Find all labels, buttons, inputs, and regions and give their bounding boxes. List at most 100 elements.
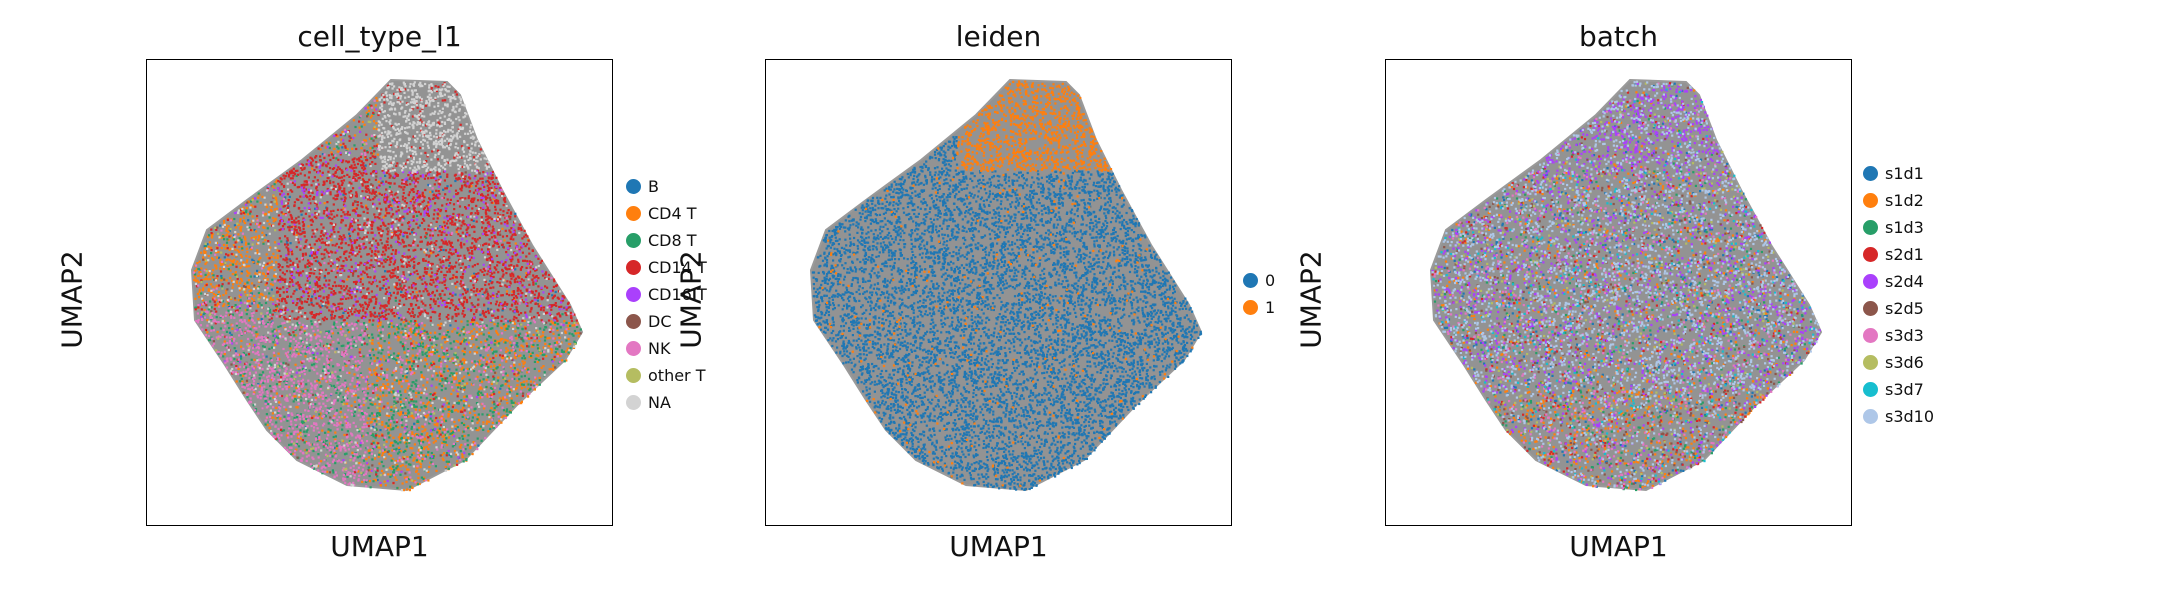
scatter-point xyxy=(264,295,268,298)
scatter-point xyxy=(432,350,435,353)
scatter-point xyxy=(283,380,286,383)
scatter-point xyxy=(501,235,505,238)
scatter-point xyxy=(420,240,423,243)
scatter-point xyxy=(323,248,326,252)
scatter-point xyxy=(464,448,467,451)
scatter-point xyxy=(268,292,271,295)
scatter-point xyxy=(221,283,224,286)
scatter-point xyxy=(555,347,558,350)
scatter-point xyxy=(320,299,323,302)
scatter-point xyxy=(272,334,275,337)
scatter-point xyxy=(502,376,505,379)
scatter-point xyxy=(508,241,511,245)
scatter-point xyxy=(455,383,458,387)
scatter-point xyxy=(371,231,374,234)
scatter-point xyxy=(289,172,292,175)
scatter-point xyxy=(452,340,456,343)
scatter-point xyxy=(509,280,512,283)
scatter-point xyxy=(396,205,400,208)
scatter-point xyxy=(466,323,469,326)
scatter-point xyxy=(239,227,242,230)
scatter-point xyxy=(382,438,386,441)
scatter-point xyxy=(472,156,476,159)
scatter-point xyxy=(350,251,353,254)
scatter-point xyxy=(474,407,477,410)
scatter-point xyxy=(318,433,321,436)
scatter-point xyxy=(282,286,285,289)
scatter-point xyxy=(453,353,456,356)
scatter-point xyxy=(298,306,302,309)
scatter-point xyxy=(211,257,214,260)
scatter-point xyxy=(225,259,228,262)
scatter-point xyxy=(295,384,298,387)
scatter-point xyxy=(364,155,367,158)
scatter-point xyxy=(567,337,570,341)
scatter-point xyxy=(304,300,307,303)
scatter-point xyxy=(530,336,533,340)
scatter-point xyxy=(451,330,454,333)
scatter-point xyxy=(551,294,554,297)
scatter-point xyxy=(424,211,428,214)
scatter-point xyxy=(271,283,274,287)
scatter-point xyxy=(410,384,413,387)
scatter-point xyxy=(333,292,336,295)
scatter-point xyxy=(232,253,235,256)
scatter-point xyxy=(508,267,511,271)
scatter-point xyxy=(325,214,329,217)
scatter-point xyxy=(365,133,368,136)
scatter-point xyxy=(258,236,261,239)
scatter-point xyxy=(238,327,241,330)
scatter-point xyxy=(514,334,517,337)
scatter-point xyxy=(540,319,543,322)
scatter-point xyxy=(396,325,399,328)
scatter-point xyxy=(376,469,379,472)
scatter-point xyxy=(269,397,272,400)
scatter-point xyxy=(405,359,408,362)
scatter-point xyxy=(303,441,306,444)
scatter-point xyxy=(225,244,228,247)
scatter-point xyxy=(371,383,374,386)
scatter-point xyxy=(309,163,312,166)
scatter-point xyxy=(401,327,404,330)
scatter-point xyxy=(391,474,394,477)
scatter-point xyxy=(308,261,311,264)
scatter-point xyxy=(441,337,444,340)
scatter-point xyxy=(498,391,501,394)
scatter-point xyxy=(411,486,414,490)
scatter-point xyxy=(361,206,364,209)
scatter-point xyxy=(464,266,467,269)
scatter-point xyxy=(269,312,272,315)
scatter-point xyxy=(387,230,390,233)
scatter-point xyxy=(368,367,371,370)
scatter-point xyxy=(564,312,567,315)
scatter-point xyxy=(244,238,247,241)
scatter-point xyxy=(401,260,404,263)
scatter-point xyxy=(369,357,372,360)
scatter-point xyxy=(378,344,381,347)
scatter-point xyxy=(508,410,511,413)
scatter-point xyxy=(522,354,525,357)
scatter-point xyxy=(286,419,289,422)
scatter-point xyxy=(442,188,445,191)
scatter-point xyxy=(309,268,312,271)
scatter-point xyxy=(466,288,469,291)
scatter-point xyxy=(542,357,545,360)
scatter-point xyxy=(371,225,374,228)
scatter-point xyxy=(430,364,433,367)
scatter-point xyxy=(400,436,404,439)
scatter-point xyxy=(198,288,202,291)
scatter-point xyxy=(411,231,414,234)
scatter-point xyxy=(446,243,449,246)
scatter-point xyxy=(243,372,246,375)
scatter-point xyxy=(399,400,402,403)
scatter-point xyxy=(254,235,257,239)
scatter-point xyxy=(237,299,240,302)
scatter-point xyxy=(506,222,509,225)
scatter-point xyxy=(337,332,340,335)
scatter-point xyxy=(487,344,490,347)
scatter-point xyxy=(287,205,290,208)
scatter-point xyxy=(430,241,433,245)
scatter-point xyxy=(308,343,311,346)
scatter-point xyxy=(462,400,465,403)
scatter-point xyxy=(436,350,439,353)
